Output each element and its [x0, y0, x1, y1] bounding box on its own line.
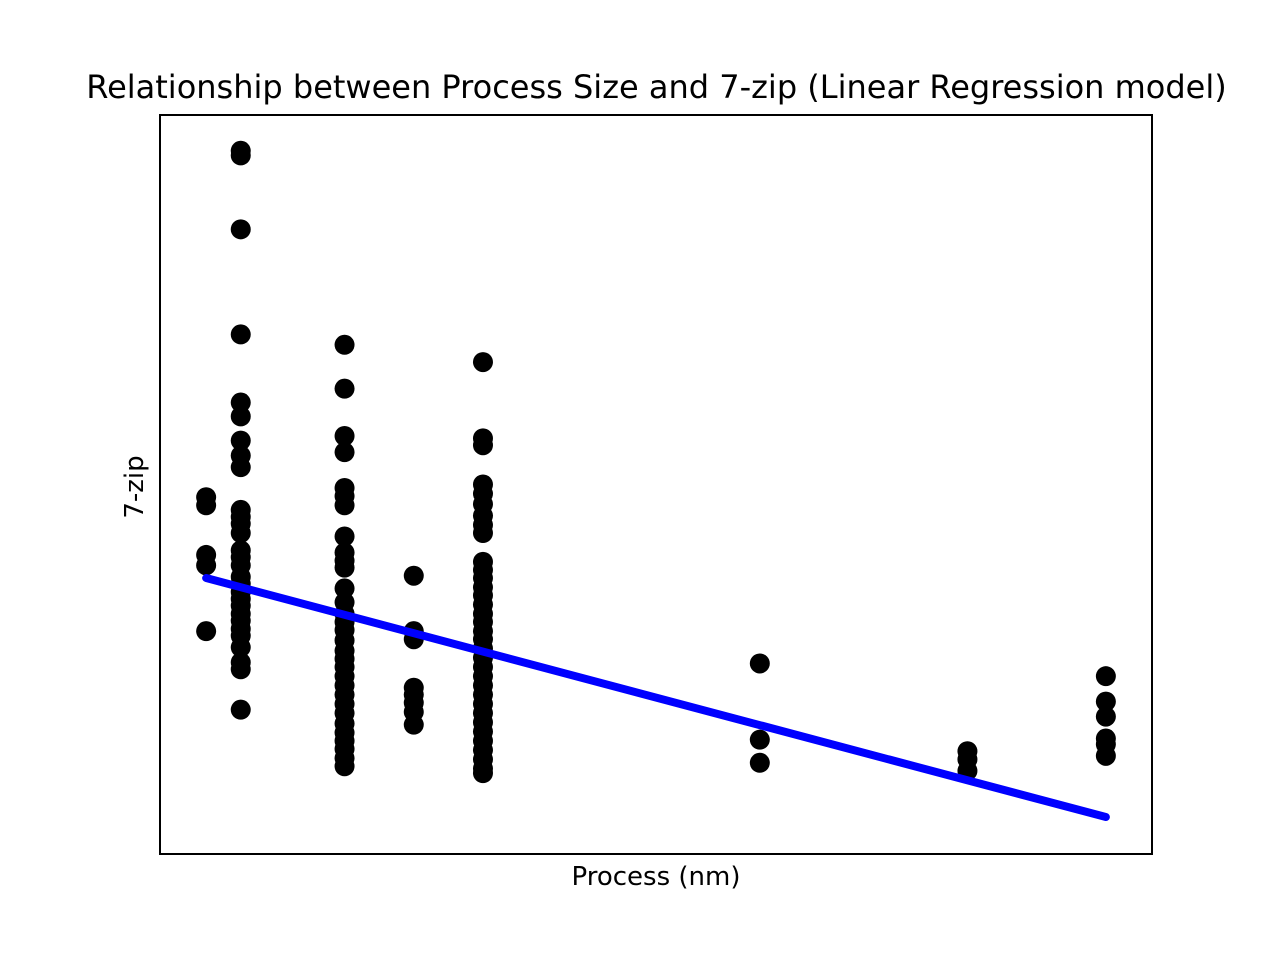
- data-point: [230, 145, 251, 166]
- data-point: [1095, 691, 1116, 712]
- data-point: [230, 522, 251, 543]
- y-axis-label: 7-zip: [120, 455, 150, 519]
- data-point: [749, 653, 770, 674]
- data-point: [472, 352, 493, 373]
- regression-line-group: [202, 574, 1110, 822]
- chart-title: Relationship between Process Size and 7-…: [86, 68, 1227, 106]
- data-point: [334, 578, 355, 599]
- data-point: [334, 495, 355, 516]
- data-point: [334, 756, 355, 777]
- data-point: [749, 752, 770, 773]
- scatter-points: [196, 140, 1116, 784]
- data-point: [230, 392, 251, 413]
- data-point: [230, 457, 251, 478]
- data-point: [334, 334, 355, 355]
- data-point: [334, 557, 355, 578]
- plot-frame: [159, 114, 1153, 855]
- data-point: [334, 526, 355, 547]
- data-point: [230, 637, 251, 658]
- data-point: [403, 565, 424, 586]
- data-point: [1095, 666, 1116, 687]
- data-point: [403, 714, 424, 735]
- data-point: [196, 621, 217, 642]
- data-point: [334, 426, 355, 447]
- data-point: [334, 378, 355, 399]
- data-point: [196, 495, 217, 516]
- data-point: [196, 555, 217, 576]
- data-point: [230, 699, 251, 720]
- data-point: [230, 430, 251, 451]
- data-point: [230, 219, 251, 240]
- data-point: [749, 729, 770, 750]
- data-point: [1095, 745, 1116, 766]
- x-axis-label: Process (nm): [571, 862, 741, 892]
- data-point: [230, 659, 251, 680]
- data-point: [1095, 706, 1116, 727]
- data-point: [472, 763, 493, 784]
- regression-line: [202, 574, 1110, 822]
- data-point: [230, 324, 251, 345]
- data-point: [472, 522, 493, 543]
- data-point: [230, 406, 251, 427]
- data-point: [472, 435, 493, 456]
- data-point: [334, 442, 355, 463]
